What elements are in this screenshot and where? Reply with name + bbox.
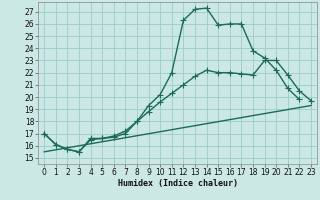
X-axis label: Humidex (Indice chaleur): Humidex (Indice chaleur)	[118, 179, 238, 188]
